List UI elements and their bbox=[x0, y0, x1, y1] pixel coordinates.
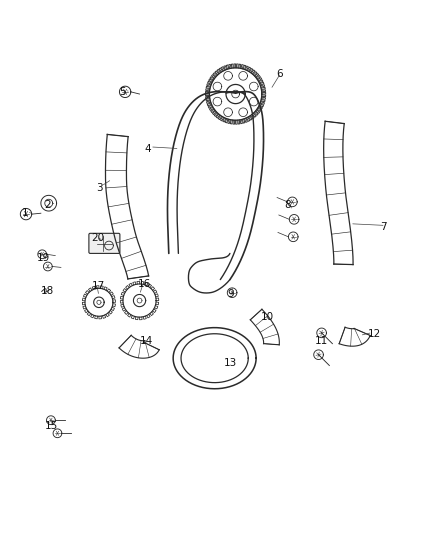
Text: 9: 9 bbox=[228, 288, 234, 298]
Text: 11: 11 bbox=[315, 336, 328, 346]
Text: 1: 1 bbox=[21, 208, 28, 218]
FancyBboxPatch shape bbox=[89, 233, 120, 253]
Text: 15: 15 bbox=[44, 421, 58, 431]
Text: 8: 8 bbox=[285, 200, 291, 211]
Text: 12: 12 bbox=[367, 329, 381, 339]
Text: 17: 17 bbox=[92, 281, 105, 291]
Text: 7: 7 bbox=[381, 222, 387, 232]
Text: 19: 19 bbox=[36, 253, 50, 263]
Text: 13: 13 bbox=[223, 358, 237, 368]
Text: 10: 10 bbox=[261, 312, 274, 322]
Text: 2: 2 bbox=[44, 200, 51, 211]
Text: 4: 4 bbox=[145, 143, 152, 154]
Text: 5: 5 bbox=[120, 87, 126, 97]
Text: 3: 3 bbox=[96, 183, 102, 193]
Text: 18: 18 bbox=[41, 286, 54, 295]
Text: 20: 20 bbox=[92, 233, 105, 243]
Text: 6: 6 bbox=[276, 69, 283, 79]
Text: 14: 14 bbox=[140, 336, 153, 346]
Text: 16: 16 bbox=[138, 279, 152, 289]
